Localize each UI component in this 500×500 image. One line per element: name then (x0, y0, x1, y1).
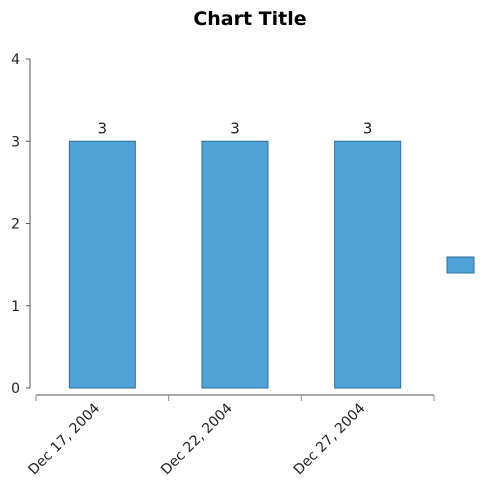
y-tick-label: 3 (11, 134, 20, 150)
y-tick-label: 4 (11, 52, 20, 68)
data-label: 3 (363, 119, 373, 137)
y-axis: 0 1 2 3 4 (11, 52, 31, 397)
y-tick-label: 1 (11, 299, 20, 315)
bar (68, 140, 136, 389)
data-labels: 3 3 3 (98, 119, 373, 137)
data-label: 3 (230, 119, 240, 137)
y-tick-label: 2 (11, 217, 20, 233)
x-axis: Dec 17, 2004 Dec 22, 2004 Dec 27, 2004 (25, 394, 435, 478)
x-tick-label: Dec 17, 2004 (25, 400, 103, 478)
x-tick-label: Dec 27, 2004 (291, 400, 369, 478)
bar (334, 140, 402, 389)
data-label: 3 (98, 119, 108, 137)
chart-title: Chart Title (193, 8, 307, 30)
bar (201, 140, 269, 389)
bars (68, 140, 402, 389)
legend (446, 256, 475, 274)
legend-swatch (446, 256, 475, 274)
x-tick-label: Dec 22, 2004 (158, 400, 236, 478)
y-tick-label: 0 (11, 381, 20, 397)
